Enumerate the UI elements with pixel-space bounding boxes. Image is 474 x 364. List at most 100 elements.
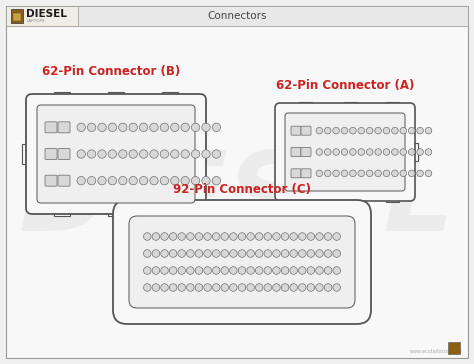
Circle shape (150, 177, 158, 185)
Circle shape (161, 267, 168, 274)
FancyBboxPatch shape (45, 175, 57, 186)
FancyBboxPatch shape (37, 105, 195, 203)
Circle shape (307, 284, 315, 291)
Circle shape (129, 150, 137, 158)
Circle shape (383, 170, 390, 177)
Circle shape (108, 150, 117, 158)
Bar (54, 92, 70, 102)
Bar (22, 144, 34, 164)
Circle shape (221, 267, 228, 274)
FancyBboxPatch shape (291, 147, 301, 157)
Circle shape (383, 127, 390, 134)
Circle shape (212, 150, 220, 158)
Circle shape (307, 267, 315, 274)
Circle shape (290, 267, 298, 274)
Circle shape (238, 250, 246, 257)
Circle shape (212, 233, 220, 240)
Circle shape (299, 250, 306, 257)
Circle shape (87, 177, 96, 185)
Circle shape (212, 177, 220, 185)
Circle shape (299, 267, 306, 274)
Circle shape (417, 127, 423, 134)
Circle shape (144, 267, 151, 274)
Circle shape (290, 233, 298, 240)
Circle shape (77, 177, 85, 185)
Circle shape (324, 250, 332, 257)
Circle shape (333, 267, 340, 274)
Circle shape (417, 149, 423, 155)
Circle shape (281, 250, 289, 257)
Circle shape (255, 267, 263, 274)
Circle shape (307, 250, 315, 257)
Circle shape (350, 170, 356, 177)
Circle shape (409, 127, 415, 134)
Circle shape (333, 250, 340, 257)
Circle shape (333, 284, 340, 291)
Circle shape (87, 150, 96, 158)
Circle shape (202, 123, 210, 131)
Circle shape (264, 250, 272, 257)
Circle shape (358, 170, 365, 177)
Circle shape (316, 127, 323, 134)
Circle shape (77, 150, 85, 158)
Circle shape (281, 284, 289, 291)
Text: DIESEL: DIESEL (19, 147, 455, 254)
Circle shape (425, 127, 432, 134)
Circle shape (212, 250, 220, 257)
Circle shape (247, 284, 255, 291)
Circle shape (264, 267, 272, 274)
Circle shape (409, 149, 415, 155)
Circle shape (375, 149, 382, 155)
Circle shape (229, 250, 237, 257)
Bar (386, 102, 399, 110)
Circle shape (400, 127, 407, 134)
Circle shape (187, 284, 194, 291)
Circle shape (229, 267, 237, 274)
FancyBboxPatch shape (285, 113, 405, 191)
Circle shape (144, 233, 151, 240)
FancyBboxPatch shape (301, 126, 311, 135)
Circle shape (204, 284, 211, 291)
Circle shape (324, 284, 332, 291)
Circle shape (350, 127, 356, 134)
Text: LAPTOPS: LAPTOPS (27, 19, 46, 23)
Circle shape (417, 170, 423, 177)
Circle shape (144, 250, 151, 257)
Bar (308, 308, 328, 319)
Circle shape (152, 250, 160, 257)
Circle shape (333, 149, 339, 155)
Circle shape (299, 284, 306, 291)
Circle shape (204, 233, 211, 240)
Circle shape (171, 150, 179, 158)
Circle shape (195, 267, 203, 274)
Circle shape (255, 250, 263, 257)
Bar (448, 342, 460, 354)
FancyBboxPatch shape (301, 169, 311, 178)
Circle shape (366, 127, 373, 134)
Text: 92-Pin Connector (C): 92-Pin Connector (C) (173, 183, 311, 197)
Circle shape (264, 233, 272, 240)
FancyBboxPatch shape (58, 122, 70, 133)
Circle shape (341, 127, 348, 134)
Circle shape (273, 250, 280, 257)
Circle shape (221, 284, 228, 291)
Bar (156, 308, 176, 319)
Circle shape (229, 233, 237, 240)
Circle shape (238, 233, 246, 240)
Circle shape (139, 123, 148, 131)
Circle shape (181, 177, 190, 185)
Circle shape (247, 233, 255, 240)
Circle shape (161, 233, 168, 240)
Circle shape (98, 177, 106, 185)
Circle shape (129, 177, 137, 185)
Circle shape (195, 284, 203, 291)
Bar (162, 92, 178, 102)
Circle shape (255, 284, 263, 291)
Circle shape (238, 284, 246, 291)
Circle shape (144, 284, 151, 291)
Circle shape (281, 267, 289, 274)
Circle shape (324, 170, 331, 177)
Bar (355, 250, 368, 274)
Circle shape (108, 123, 117, 131)
FancyBboxPatch shape (26, 94, 206, 214)
